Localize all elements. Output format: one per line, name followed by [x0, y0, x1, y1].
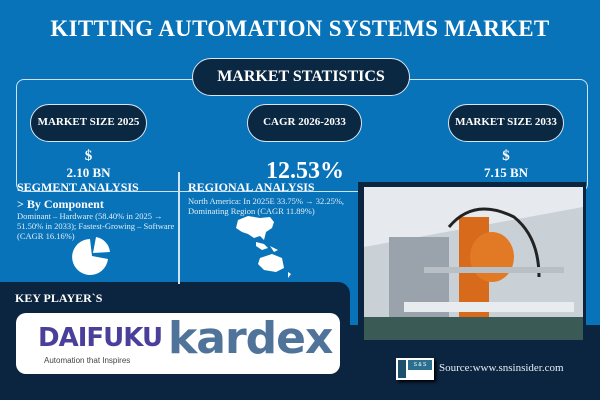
market-size-2025-value: 2.10 BN [66, 165, 111, 180]
market-size-2033-value: 7.15 BN [483, 165, 529, 180]
segment-text: Dominant – Hardware (58.40% in 2025 → 51… [17, 211, 175, 241]
segment-heading: SEGMENT ANALYSIS [17, 180, 139, 194]
page-title: KITTING AUTOMATION SYSTEMS MARKET [50, 16, 550, 41]
market-statistics-heading: MARKET STATISTICS [192, 58, 410, 96]
sns-insider-logo: S & S INSIDER [396, 358, 434, 380]
kardex-logo: kardex [168, 313, 333, 364]
daifuku-logo: DAIFUKU [38, 323, 163, 353]
regional-text: North America: In 2025E 33.75% → 32.25%,… [188, 196, 345, 216]
market-size-2025-currency: $ [84, 148, 93, 164]
section-divider [178, 172, 180, 284]
asia-pacific-map-icon [236, 216, 291, 278]
segment-subheading: > By Component [17, 197, 104, 211]
daifuku-tagline: Automation that Inspires [44, 356, 131, 365]
cagr-value: 12.53% [266, 158, 344, 184]
market-size-2033-label: MARKET SIZE 2033 [448, 104, 564, 142]
market-size-2033-currency: $ [502, 148, 510, 164]
robot-arm-photo [364, 187, 583, 340]
source-text: Source:www.snsinsider.com [439, 362, 564, 374]
regional-heading: REGIONAL ANALYSIS [188, 180, 315, 194]
key-players-logos: DAIFUKU Automation that Inspires kardex [16, 313, 340, 374]
photo-frame [358, 182, 586, 342]
cagr-label: CAGR 2026-2033 [247, 104, 362, 142]
key-players-heading: KEY PLAYER`S [15, 291, 103, 305]
market-size-2025-label: MARKET SIZE 2025 [30, 104, 147, 142]
tower-icon [398, 360, 406, 378]
pie-chart-icon [72, 237, 110, 275]
